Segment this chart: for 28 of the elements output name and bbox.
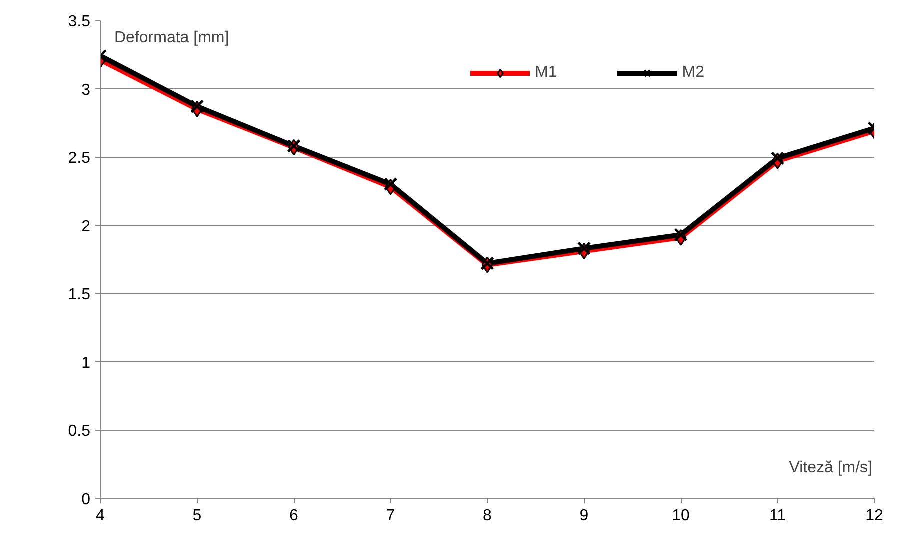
- y-tick-label: 2.5: [68, 150, 91, 168]
- point: [384, 177, 398, 192]
- x-tick-label: 12: [866, 508, 884, 524]
- y-tick-label: 0.5: [68, 423, 91, 440]
- y-axis-title: Deformata [mm]: [114, 30, 230, 46]
- x-tick-label: 6: [290, 508, 299, 524]
- y-tick-label: 2: [82, 218, 91, 236]
- y-tick-label: 1.5: [68, 286, 91, 304]
- x-axis-title: Viteză [m/s]: [789, 460, 873, 476]
- x-tick-label: 10: [672, 508, 690, 524]
- point: [480, 256, 494, 271]
- point: [770, 152, 785, 166]
- x-tick-label: 7: [386, 508, 396, 524]
- point: [674, 228, 688, 242]
- x-tick-label: 9: [580, 508, 589, 524]
- y-tick-label: 0: [82, 492, 91, 508]
- y-tick-label: 1: [82, 354, 91, 372]
- point: [287, 139, 301, 154]
- y-tick-label: 3: [82, 82, 91, 99]
- x-tick-label: 11: [769, 508, 786, 524]
- x-tick-label: 4: [96, 508, 106, 524]
- point: [577, 242, 592, 256]
- x-tick-label: 8: [483, 508, 492, 524]
- y-tick-label: 3.5: [68, 14, 91, 30]
- x-tick-label: 5: [192, 508, 202, 524]
- point: [190, 100, 204, 114]
- legend-label: M2: [682, 64, 704, 82]
- legend-label: M1: [535, 64, 558, 82]
